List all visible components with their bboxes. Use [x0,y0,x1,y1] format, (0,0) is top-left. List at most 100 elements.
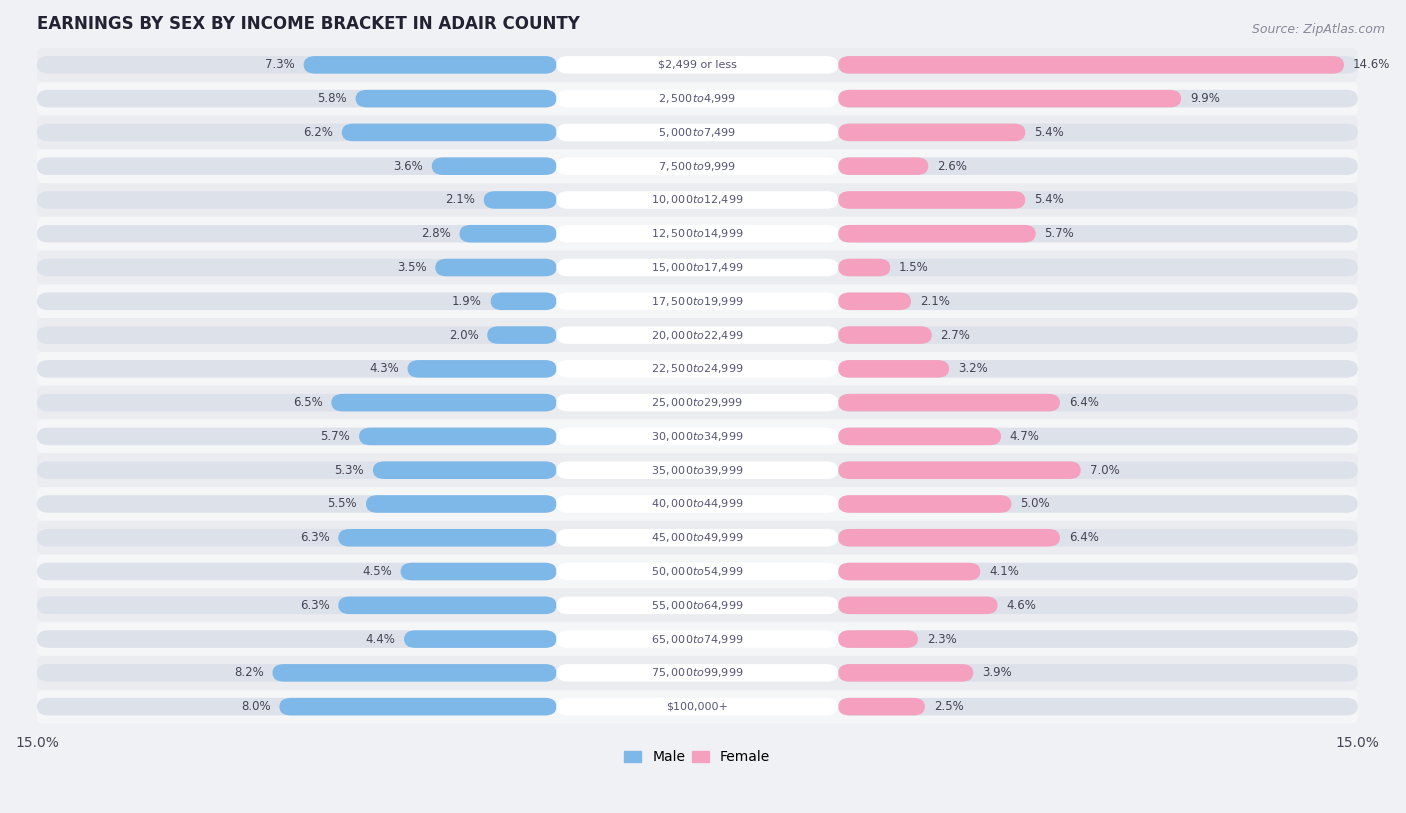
FancyBboxPatch shape [37,385,1358,420]
FancyBboxPatch shape [838,191,1358,209]
FancyBboxPatch shape [838,360,949,378]
FancyBboxPatch shape [37,115,1358,150]
Text: $65,000 to $74,999: $65,000 to $74,999 [651,633,744,646]
Text: $35,000 to $39,999: $35,000 to $39,999 [651,463,744,476]
FancyBboxPatch shape [37,597,557,614]
FancyBboxPatch shape [557,563,838,580]
FancyBboxPatch shape [491,293,557,310]
FancyBboxPatch shape [37,554,1358,589]
Text: 2.8%: 2.8% [420,228,451,240]
Text: $17,500 to $19,999: $17,500 to $19,999 [651,295,744,308]
FancyBboxPatch shape [838,158,1358,175]
Text: Source: ZipAtlas.com: Source: ZipAtlas.com [1251,23,1385,36]
FancyBboxPatch shape [838,124,1358,141]
FancyBboxPatch shape [373,462,557,479]
FancyBboxPatch shape [408,360,557,378]
FancyBboxPatch shape [838,563,980,580]
FancyBboxPatch shape [838,259,890,276]
FancyBboxPatch shape [557,56,838,74]
FancyBboxPatch shape [37,124,557,141]
FancyBboxPatch shape [37,563,557,580]
FancyBboxPatch shape [838,56,1344,74]
Text: 1.5%: 1.5% [898,261,929,274]
FancyBboxPatch shape [838,630,1358,648]
Text: 2.0%: 2.0% [449,328,478,341]
Text: $30,000 to $34,999: $30,000 to $34,999 [651,430,744,443]
FancyBboxPatch shape [838,495,1011,513]
Text: 4.5%: 4.5% [363,565,392,578]
FancyBboxPatch shape [37,420,1358,454]
FancyBboxPatch shape [280,698,557,715]
FancyBboxPatch shape [557,158,838,175]
FancyBboxPatch shape [838,259,1358,276]
FancyBboxPatch shape [37,82,1358,115]
FancyBboxPatch shape [332,393,557,411]
Text: $50,000 to $54,999: $50,000 to $54,999 [651,565,744,578]
FancyBboxPatch shape [838,462,1081,479]
FancyBboxPatch shape [838,225,1358,242]
FancyBboxPatch shape [557,630,838,648]
Text: 9.9%: 9.9% [1189,92,1220,105]
Text: 4.6%: 4.6% [1007,599,1036,612]
FancyBboxPatch shape [557,529,838,546]
FancyBboxPatch shape [484,191,557,209]
FancyBboxPatch shape [436,259,557,276]
FancyBboxPatch shape [37,656,1358,689]
FancyBboxPatch shape [838,293,1358,310]
FancyBboxPatch shape [37,664,557,681]
FancyBboxPatch shape [460,225,557,242]
Text: 2.6%: 2.6% [938,159,967,172]
FancyBboxPatch shape [339,529,557,546]
FancyBboxPatch shape [37,487,1358,521]
Text: 6.2%: 6.2% [304,126,333,139]
Text: $40,000 to $44,999: $40,000 to $44,999 [651,498,744,511]
FancyBboxPatch shape [401,563,557,580]
FancyBboxPatch shape [838,664,973,681]
Text: 3.5%: 3.5% [396,261,426,274]
FancyBboxPatch shape [342,124,557,141]
Text: 5.8%: 5.8% [318,92,347,105]
Text: $2,500 to $4,999: $2,500 to $4,999 [658,92,737,105]
FancyBboxPatch shape [838,428,1001,446]
Text: 3.6%: 3.6% [394,159,423,172]
FancyBboxPatch shape [838,56,1358,74]
FancyBboxPatch shape [838,293,911,310]
FancyBboxPatch shape [37,90,557,107]
Text: 7.3%: 7.3% [266,59,295,72]
FancyBboxPatch shape [37,495,557,513]
Text: 3.9%: 3.9% [983,667,1012,680]
FancyBboxPatch shape [838,124,1025,141]
FancyBboxPatch shape [838,529,1358,546]
FancyBboxPatch shape [359,428,557,446]
FancyBboxPatch shape [37,630,557,648]
Text: 5.4%: 5.4% [1033,126,1064,139]
FancyBboxPatch shape [37,521,1358,554]
FancyBboxPatch shape [557,462,838,479]
Text: 5.5%: 5.5% [328,498,357,511]
FancyBboxPatch shape [37,158,557,175]
Text: 14.6%: 14.6% [1353,59,1391,72]
FancyBboxPatch shape [838,326,932,344]
Text: 5.3%: 5.3% [335,463,364,476]
FancyBboxPatch shape [557,428,838,446]
Text: 4.7%: 4.7% [1010,430,1039,443]
Text: 2.1%: 2.1% [446,193,475,207]
Text: 5.0%: 5.0% [1021,498,1050,511]
FancyBboxPatch shape [557,293,838,310]
FancyBboxPatch shape [838,698,1358,715]
FancyBboxPatch shape [557,393,838,411]
FancyBboxPatch shape [557,597,838,614]
FancyBboxPatch shape [37,318,1358,352]
FancyBboxPatch shape [339,597,557,614]
Text: 6.4%: 6.4% [1069,531,1098,544]
Text: $55,000 to $64,999: $55,000 to $64,999 [651,599,744,612]
FancyBboxPatch shape [404,630,557,648]
Text: 5.4%: 5.4% [1033,193,1064,207]
Text: 6.4%: 6.4% [1069,396,1098,409]
Text: 8.2%: 8.2% [233,667,264,680]
FancyBboxPatch shape [838,597,998,614]
FancyBboxPatch shape [37,150,1358,183]
Text: $7,500 to $9,999: $7,500 to $9,999 [658,159,737,172]
FancyBboxPatch shape [37,285,1358,318]
FancyBboxPatch shape [838,462,1358,479]
